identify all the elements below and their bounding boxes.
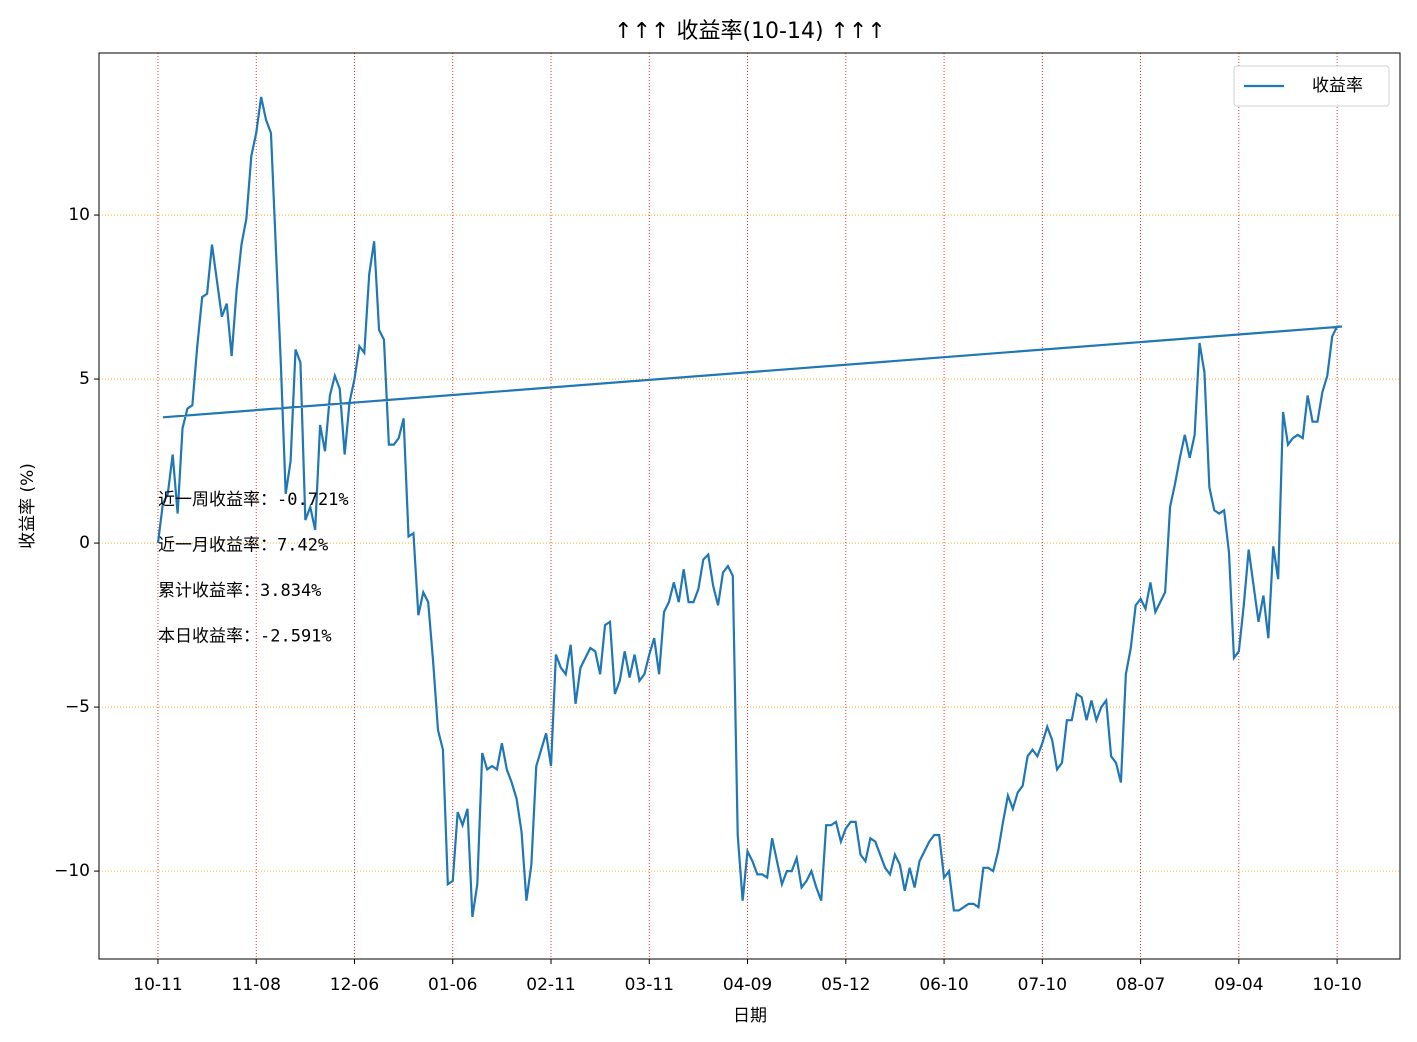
x-tick-label: 10-10 (1312, 975, 1361, 995)
annotation: 近一周收益率：-0.721% (158, 490, 349, 510)
data-line (156, 96, 1343, 918)
x-tick-label: 03-11 (625, 975, 674, 995)
plot-frame (98, 52, 1401, 960)
annotation: 本日收益率：-2.591% (158, 627, 332, 647)
x-tick-label: 05-12 (821, 975, 870, 995)
legend-label: 收益率 (1312, 76, 1363, 96)
x-tick-label: 07-10 (1018, 975, 1067, 995)
y-axis-label: 收益率 (%) (18, 463, 38, 549)
x-tick-label: 12-06 (330, 975, 379, 995)
chart-title: ↑↑↑ 收益率(10-14) ↑↑↑ (614, 19, 886, 44)
y-tick-label: −5 (65, 697, 90, 717)
y-tick-label: 10 (68, 205, 90, 225)
y-tick-label: 0 (79, 533, 90, 553)
annotation: 累计收益率：3.834% (158, 581, 321, 601)
annotation: 近一月收益率：7.42% (158, 536, 328, 556)
x-axis-label: 日期 (733, 1006, 767, 1026)
x-tick-label: 04-09 (723, 975, 772, 995)
legend-box (1233, 65, 1390, 107)
x-tick-label: 01-06 (428, 975, 477, 995)
y-tick-label: −10 (54, 861, 90, 881)
y-tick-label: 5 (79, 369, 90, 389)
x-tick-label: 10-11 (133, 975, 182, 995)
x-tick-label: 02-11 (526, 975, 575, 995)
x-tick-label: 08-07 (1116, 975, 1165, 995)
x-tick-label: 06-10 (919, 975, 968, 995)
x-tick-label: 09-04 (1214, 975, 1263, 995)
x-tick-label: 11-08 (232, 975, 281, 995)
